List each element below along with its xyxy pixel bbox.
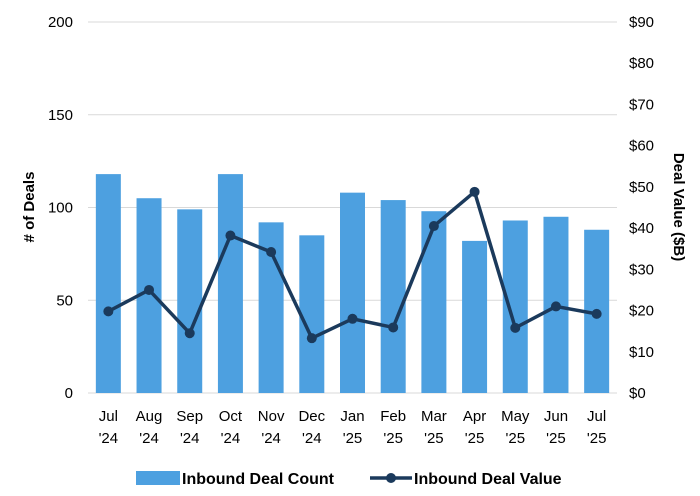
point-deal-value <box>266 247 277 258</box>
point-deal-value <box>550 301 561 312</box>
right-tick-label: $50 <box>629 179 654 196</box>
right-axis-ticks: $0 $10 $20 $30 $40 $50 $60 $70 $80 $90 <box>629 14 654 402</box>
x-tick-label-year: '24 <box>302 430 322 447</box>
bar-deal-count <box>502 220 528 393</box>
point-deal-value <box>428 221 439 232</box>
x-tick-label-year: '25 <box>383 430 403 447</box>
right-tick-label: $20 <box>629 303 654 320</box>
right-tick-label: $0 <box>629 385 646 402</box>
right-tick-label: $80 <box>629 55 654 72</box>
legend: Inbound Deal Count Inbound Deal Value <box>136 471 562 488</box>
x-tick-label-year: '25 <box>587 430 607 447</box>
x-tick-label-month: Jul <box>587 408 606 425</box>
left-tick-label: 200 <box>48 14 73 31</box>
x-tick-label-year: '24 <box>180 430 200 447</box>
point-deal-value <box>184 328 195 339</box>
bar-deal-count <box>380 200 406 393</box>
legend-swatch-deal-count <box>136 471 180 485</box>
left-tick-label: 50 <box>56 292 73 309</box>
right-tick-label: $60 <box>629 138 654 155</box>
line-series <box>103 186 602 344</box>
bar-deal-count <box>299 235 325 393</box>
point-deal-value <box>388 322 399 333</box>
x-tick-label-month: Sep <box>176 408 203 425</box>
x-tick-label-year: '24 <box>139 430 159 447</box>
x-tick-label-month: Feb <box>380 408 406 425</box>
x-tick-label-month: Nov <box>258 408 285 425</box>
point-deal-value <box>510 322 521 333</box>
bar-deal-count <box>421 211 447 393</box>
x-tick-label-year: '24 <box>261 430 281 447</box>
point-deal-value <box>225 230 236 241</box>
legend-marker-deal-value <box>386 473 396 483</box>
legend-label-deal-value: Inbound Deal Value <box>414 471 562 488</box>
left-tick-label: 0 <box>65 385 73 402</box>
right-axis-title: Deal Value ($B) <box>670 153 687 261</box>
left-tick-label: 100 <box>48 200 73 217</box>
right-tick-label: $70 <box>629 96 654 113</box>
bar-series <box>95 174 610 393</box>
left-axis-ticks: 0 50 100 150 200 <box>48 14 73 402</box>
x-tick-label-month: Jan <box>340 408 364 425</box>
x-tick-label-month: Dec <box>298 408 325 425</box>
x-tick-label-year: '25 <box>343 430 363 447</box>
bar-deal-count <box>217 174 243 393</box>
x-tick-label-month: Jun <box>544 408 568 425</box>
x-tick-label-year: '25 <box>505 430 525 447</box>
left-tick-label: 150 <box>48 107 73 124</box>
bar-deal-count <box>177 209 203 393</box>
x-tick-label-year: '24 <box>99 430 119 447</box>
bar-deal-count <box>95 174 121 393</box>
x-tick-label-year: '25 <box>546 430 566 447</box>
x-tick-label-year: '25 <box>465 430 485 447</box>
x-tick-label-year: '25 <box>424 430 444 447</box>
point-deal-value <box>591 308 602 319</box>
x-tick-label-month: Aug <box>136 408 163 425</box>
x-tick-label-year: '24 <box>221 430 241 447</box>
x-axis-ticks: Jul '24 Aug '24 Sep '24 Oct '24 Nov '24 Dec '24 Jan '… <box>99 408 607 447</box>
point-deal-value <box>103 306 114 317</box>
point-deal-value <box>347 313 358 324</box>
point-deal-value <box>469 186 480 197</box>
right-tick-label: $90 <box>629 14 654 31</box>
x-tick-label-month: Jul <box>99 408 118 425</box>
bar-deal-count <box>462 240 488 393</box>
left-axis-title: # of Deals <box>21 172 38 243</box>
x-tick-label-month: Mar <box>421 408 447 425</box>
point-deal-value <box>144 284 155 295</box>
bar-deal-count <box>340 192 365 393</box>
x-tick-label-month: Apr <box>463 408 486 425</box>
right-tick-label: $30 <box>629 261 654 278</box>
point-deal-value <box>306 333 317 344</box>
x-tick-label-month: Oct <box>219 408 243 425</box>
legend-label-deal-count: Inbound Deal Count <box>182 471 335 488</box>
right-tick-label: $10 <box>629 344 654 361</box>
x-tick-label-month: May <box>501 408 530 425</box>
right-tick-label: $40 <box>629 220 654 237</box>
